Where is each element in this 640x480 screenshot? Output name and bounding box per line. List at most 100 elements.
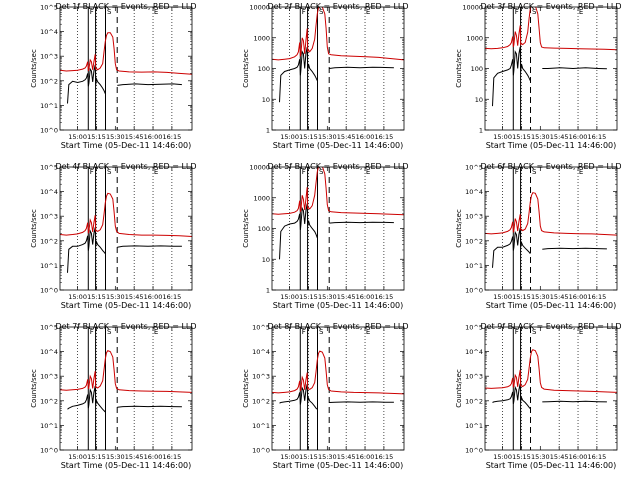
x-tick-label: 16:00 [569,453,588,461]
x-tick-label: 15:45 [550,453,569,461]
plot-frame [271,326,405,451]
marker-label: S [532,168,537,176]
y-tick-label: 10^4 [465,348,483,356]
marker-label: S [319,328,324,336]
series-line-events [67,64,182,104]
x-tick-label: 16:00 [144,133,163,141]
x-tick-label: 15:45 [125,293,144,301]
x-axis-label: Start Time (05-Dec-11 14:46:00) [61,301,192,310]
y-tick-label: 10^2 [40,237,58,245]
y-tick-label: 10^3 [465,373,483,381]
x-tick-label: 16:15 [588,293,607,301]
y-tick-label: 10^1 [465,422,483,430]
marker-label: E [366,328,370,336]
y-tick-label: 10^5 [40,4,58,12]
detector-panel-d8: F S E10^010^110^210^310^410^515:00 15:15 15:… [242,322,409,470]
y-axis-label: Counts/sec [455,369,463,408]
y-tick-label: 1 [266,287,270,295]
x-axis-label: Start Time (05-Dec-11 14:46:00) [61,461,192,470]
y-tick-label: 10^1 [40,262,58,270]
x-tick-label: 15:45 [550,293,569,301]
detector-panel-d6: F S E10^010^110^210^310^410^515:00 15:15 15:… [455,162,622,310]
y-tick-label: 1 [266,127,270,135]
x-tick-label: 15:30 [106,293,125,301]
y-tick-label: 100 [471,65,483,73]
x-tick-label: 15:15 [87,133,106,141]
marker-label: E [366,168,370,176]
plot-frame [59,166,193,291]
detector-panel-d7: F S E10^010^110^210^310^410^515:00 15:15 15:… [30,322,197,470]
x-tick-label: 16:15 [163,293,182,301]
x-tick-label: 16:00 [356,453,375,461]
marker-label: S [532,8,537,16]
x-tick-label: 15:30 [318,453,337,461]
y-axis-label: Counts/sec [242,369,250,408]
series-line-lld [60,192,192,237]
x-tick-label: 16:15 [375,293,394,301]
marker-label: S [107,168,112,176]
x-tick-label: 16:15 [375,133,394,141]
y-tick-label: 10^1 [40,102,58,110]
y-tick-label: 10^1 [252,422,270,430]
x-tick-label: 15:45 [337,293,356,301]
x-tick-label: 16:00 [144,293,163,301]
x-axis-label: Start Time (05-Dec-11 14:46:00) [273,141,404,150]
x-tick-label: 16:15 [375,453,394,461]
marker-label: S [107,8,112,16]
x-tick-label: 15:30 [531,133,550,141]
y-tick-label: 10^3 [252,373,270,381]
x-tick-label: 15:45 [550,133,569,141]
x-tick-label: 15:15 [512,293,531,301]
x-tick-label: 16:15 [163,453,182,461]
y-tick-label: 10^3 [40,53,58,61]
marker-label: E [366,8,370,16]
x-tick-label: 15:00 [493,133,512,141]
y-tick-label: 10^0 [465,287,483,295]
y-tick-label: 1000 [253,194,270,202]
panel-title: Det 8f BLACK = Events, RED = LLD [267,322,408,331]
y-tick-label: 10^1 [465,262,483,270]
series-line-lld [60,32,192,75]
x-tick-label: 15:30 [318,133,337,141]
series-line-events [279,46,394,103]
x-tick-label: 16:00 [144,453,163,461]
x-axis-label: Start Time (05-Dec-11 14:46:00) [486,461,617,470]
y-tick-label: 10 [475,96,483,104]
panel-title: Det 7f BLACK = Events, RED = LLD [55,322,196,331]
x-tick-label: 16:00 [356,293,375,301]
y-axis-label: Counts/sec [455,49,463,88]
y-tick-label: 10^5 [252,324,270,332]
x-tick-label: 15:00 [68,293,87,301]
x-tick-label: 15:15 [299,293,318,301]
detector-panel-d4: F S E10^010^110^210^310^410^515:00 15:15 15:… [30,162,197,310]
x-tick-label: 15:15 [87,293,106,301]
x-tick-label: 15:00 [493,293,512,301]
series-line-lld [485,7,617,51]
marker-label: E [579,328,583,336]
y-tick-label: 10^0 [40,447,58,455]
y-tick-label: 10^2 [465,237,483,245]
panel-title: Det 3f BLACK = Events, RED = LLD [480,2,621,11]
x-tick-label: 15:45 [125,453,144,461]
y-axis-label: Counts/sec [242,209,250,248]
marker-label: S [532,328,537,336]
x-tick-label: 15:00 [493,453,512,461]
x-axis-label: Start Time (05-Dec-11 14:46:00) [273,461,404,470]
x-tick-label: 15:15 [512,453,531,461]
x-tick-label: 16:00 [356,133,375,141]
marker-label: F [90,328,94,336]
y-tick-label: 10000 [249,4,270,12]
series-line-events [67,227,182,273]
marker-label: F [515,328,519,336]
series-line-events [492,383,607,409]
y-tick-label: 1 [479,127,483,135]
x-tick-label: 15:00 [280,133,299,141]
marker-label: E [154,168,158,176]
y-tick-label: 10^3 [40,373,58,381]
x-tick-label: 15:30 [106,453,125,461]
y-tick-label: 10^0 [40,287,58,295]
plot-frame [484,166,618,291]
marker-label: S [107,328,112,336]
